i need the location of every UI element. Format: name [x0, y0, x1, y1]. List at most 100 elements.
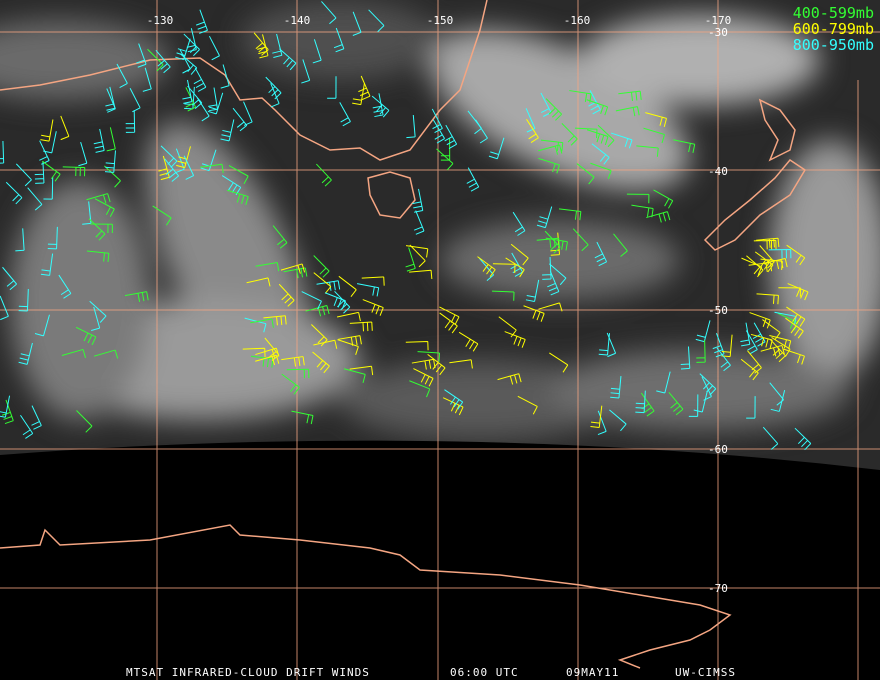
- wind-barb: [442, 397, 464, 416]
- wind-barb: [343, 368, 366, 384]
- wind-barb: [91, 306, 101, 331]
- wind-barb: [547, 271, 560, 296]
- wind-barb: [158, 155, 170, 181]
- wind-barb: [186, 28, 197, 53]
- wind-barb: [60, 115, 70, 141]
- source: UW-CIMSS: [675, 666, 736, 679]
- wind-barb: [264, 337, 280, 361]
- wind-barb: [466, 167, 480, 192]
- wind-barb: [104, 150, 116, 173]
- wind-barb: [339, 102, 351, 127]
- wind-barb: [597, 124, 615, 148]
- wind-barb: [770, 339, 786, 363]
- wind-barb: [405, 245, 429, 258]
- wind-barb: [586, 99, 609, 116]
- wind-barb: [246, 277, 271, 287]
- wind-barb: [538, 157, 560, 174]
- wind-barb: [316, 163, 332, 187]
- wind-barb: [281, 373, 300, 395]
- wind-barb: [179, 49, 191, 74]
- wind-barb: [61, 348, 86, 359]
- wind-barb: [75, 326, 97, 346]
- clouds: [0, 0, 880, 440]
- wind-barb: [517, 395, 538, 415]
- wind-barb: [324, 292, 346, 310]
- wind-barb: [750, 333, 773, 349]
- wind-barb: [312, 39, 322, 64]
- wind-barb: [93, 349, 119, 359]
- wind-barb: [31, 405, 42, 430]
- wind-barb: [175, 148, 185, 173]
- wind-barb: [588, 90, 601, 115]
- wind-barb: [182, 79, 193, 104]
- wind-barb: [436, 148, 454, 171]
- wind-barb: [618, 90, 642, 101]
- wind-barb: [590, 162, 612, 179]
- wind-barb: [257, 34, 269, 59]
- lon-label: -130: [147, 14, 174, 27]
- wind-barb: [358, 75, 371, 101]
- wind-barb: [255, 262, 280, 272]
- wind-barb: [142, 67, 152, 92]
- wind-barb: [439, 306, 460, 325]
- wind-barb: [696, 340, 706, 363]
- wind-barb: [458, 331, 479, 352]
- wind-barb: [272, 33, 283, 58]
- wind-barb: [526, 119, 539, 143]
- wind-barb: [626, 193, 650, 204]
- wind-barb: [40, 119, 54, 142]
- wind-barb: [778, 287, 801, 297]
- wind-barb: [760, 344, 785, 357]
- wind-barb: [280, 263, 306, 274]
- wind-barb: [640, 392, 655, 417]
- wind-barb: [164, 158, 180, 182]
- lat-label: -70: [708, 582, 728, 595]
- wind-barb: [586, 129, 609, 146]
- wind-barb: [409, 244, 426, 268]
- wind-barb: [405, 340, 429, 351]
- wind-barb: [699, 373, 717, 396]
- wind-barb: [542, 257, 552, 280]
- wind-barb: [606, 332, 617, 358]
- wind-barb: [653, 189, 674, 209]
- wind-barb: [449, 359, 473, 369]
- wind-barb: [635, 390, 646, 414]
- wind-barb: [774, 311, 797, 326]
- wind-barb: [88, 218, 106, 241]
- wind-barb: [352, 82, 365, 106]
- wind-barb: [368, 9, 385, 33]
- wind-barb: [558, 208, 582, 221]
- wind-barb: [263, 315, 287, 326]
- wind-barb: [265, 76, 282, 100]
- wind-barb: [497, 373, 522, 385]
- wind-barb: [78, 141, 88, 167]
- wind-barb: [18, 342, 33, 365]
- wind-barb: [769, 382, 784, 406]
- wind-barb: [316, 280, 341, 291]
- wind-barb: [409, 380, 431, 398]
- wind-barb: [525, 279, 540, 302]
- wind-barb: [76, 410, 93, 433]
- lon-label: -160: [564, 14, 591, 27]
- wind-barb: [631, 204, 654, 218]
- wind-barb: [242, 347, 266, 358]
- wind-barb: [759, 245, 775, 269]
- wind-barb: [754, 251, 774, 273]
- wind-barb: [20, 414, 34, 439]
- lon-label: -170: [705, 14, 732, 27]
- wind-barb: [427, 354, 446, 376]
- wind-barb: [712, 333, 725, 358]
- wind-barb: [136, 43, 147, 68]
- wind-barb: [291, 410, 314, 425]
- lon-label: -140: [284, 14, 311, 27]
- wind-barb: [591, 143, 610, 165]
- wind-barb: [116, 63, 128, 89]
- wind-barb: [561, 123, 578, 146]
- wind-barb: [278, 283, 295, 307]
- lat-label: -40: [708, 165, 728, 178]
- legend-entry: 800-950mb: [793, 36, 874, 54]
- lat-label: -30: [708, 26, 728, 39]
- date: 09MAY11: [566, 666, 619, 679]
- wind-barb: [272, 225, 288, 249]
- wind-barb: [232, 107, 248, 132]
